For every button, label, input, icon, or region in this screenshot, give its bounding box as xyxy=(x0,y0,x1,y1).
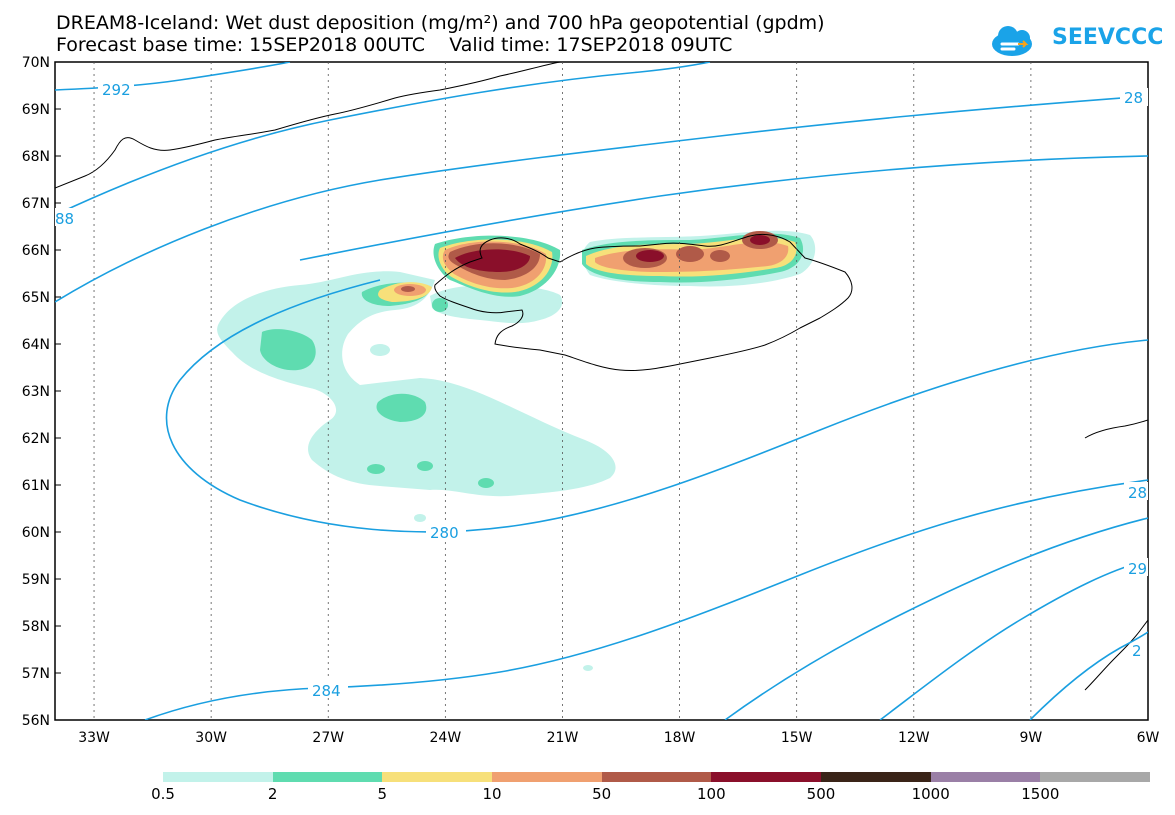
scotland-coast xyxy=(1084,619,1148,691)
lat-label: 61N xyxy=(22,478,50,494)
lon-label: 27W xyxy=(312,730,344,746)
lat-label: 67N xyxy=(22,196,50,212)
legend-label: 1000 xyxy=(911,785,950,803)
lon-label: 9W xyxy=(1020,730,1043,746)
contour-label-280: 280 xyxy=(430,524,459,542)
legend-label: 50 xyxy=(592,785,612,803)
lat-label: 70N xyxy=(22,55,50,71)
legend-label: 10 xyxy=(482,785,502,803)
lat-label: 57N xyxy=(22,666,50,682)
lat-label: 58N xyxy=(22,619,50,635)
lon-axis-labels: 33W 30W 27W 24W 21W 18W 15W 12W 9W 6W xyxy=(78,730,1159,746)
graticule xyxy=(93,62,1032,720)
legend-swatch xyxy=(163,772,273,782)
contour-label-2: 2 xyxy=(1132,642,1142,660)
lat-label: 59N xyxy=(22,572,50,588)
legend-label: 0.5 xyxy=(151,785,175,803)
lon-label: 15W xyxy=(781,730,813,746)
map-subtitle: Forecast base time: 15SEP2018 00UTC Vali… xyxy=(56,34,733,56)
lon-label: 6W xyxy=(1137,730,1160,746)
legend-swatch xyxy=(272,772,383,782)
lat-label: 66N xyxy=(22,243,50,259)
dust-plume-darkred xyxy=(455,235,770,272)
legend-label: 100 xyxy=(697,785,726,803)
legend-swatch xyxy=(1040,772,1151,782)
greenland-coast xyxy=(55,62,561,189)
lon-label: 24W xyxy=(430,730,462,746)
legend-swatch xyxy=(601,772,712,782)
faroe-coast xyxy=(1084,419,1148,439)
lon-label: 12W xyxy=(898,730,930,746)
color-legend xyxy=(163,772,1151,782)
legend-swatch xyxy=(492,772,602,782)
lat-axis-labels: 70N 69N 68N 67N 66N 65N 64N 63N 62N 61N 60N 59N 58N 5… xyxy=(22,55,50,729)
lon-label: 18W xyxy=(664,730,696,746)
iceland-coast xyxy=(434,233,853,371)
lat-label: 62N xyxy=(22,431,50,447)
contour-label-28-right: 28 xyxy=(1128,484,1147,502)
contour-label-292: 292 xyxy=(102,81,131,99)
contour-label-28-top: 28 xyxy=(1124,89,1143,107)
lat-label: 56N xyxy=(22,713,50,729)
legend-swatch xyxy=(821,772,931,782)
contour-label-284: 284 xyxy=(312,682,341,700)
lat-label: 60N xyxy=(22,525,50,541)
lat-label: 69N xyxy=(22,102,50,118)
legend-swatch xyxy=(711,772,822,782)
contour-label-29: 29 xyxy=(1128,560,1147,578)
lon-label: 33W xyxy=(78,730,110,746)
lat-label: 65N xyxy=(22,290,50,306)
legend-label: 500 xyxy=(806,785,836,803)
lon-label: 21W xyxy=(547,730,579,746)
lat-label: 63N xyxy=(22,384,50,400)
contour-label-88: 88 xyxy=(55,210,74,228)
map-title: DREAM8-Iceland: Wet dust deposition (mg/… xyxy=(56,12,825,34)
legend-swatch xyxy=(930,772,1041,782)
coastlines xyxy=(55,62,1148,691)
lat-label: 64N xyxy=(22,337,50,353)
lon-label: 30W xyxy=(195,730,227,746)
cloud-icon xyxy=(992,26,1032,56)
legend-label: 5 xyxy=(377,785,388,803)
legend-label: 1500 xyxy=(1021,785,1060,803)
seevccc-logo xyxy=(992,26,1032,56)
legend-swatch xyxy=(382,772,493,782)
logo-text: SEEVCCC xyxy=(1052,25,1164,50)
lat-label: 68N xyxy=(22,149,50,165)
legend-label: 2 xyxy=(267,785,278,803)
contour-labels: 292 28 88 280 284 28 29 2 xyxy=(55,80,1148,700)
map-frame xyxy=(54,61,1149,721)
